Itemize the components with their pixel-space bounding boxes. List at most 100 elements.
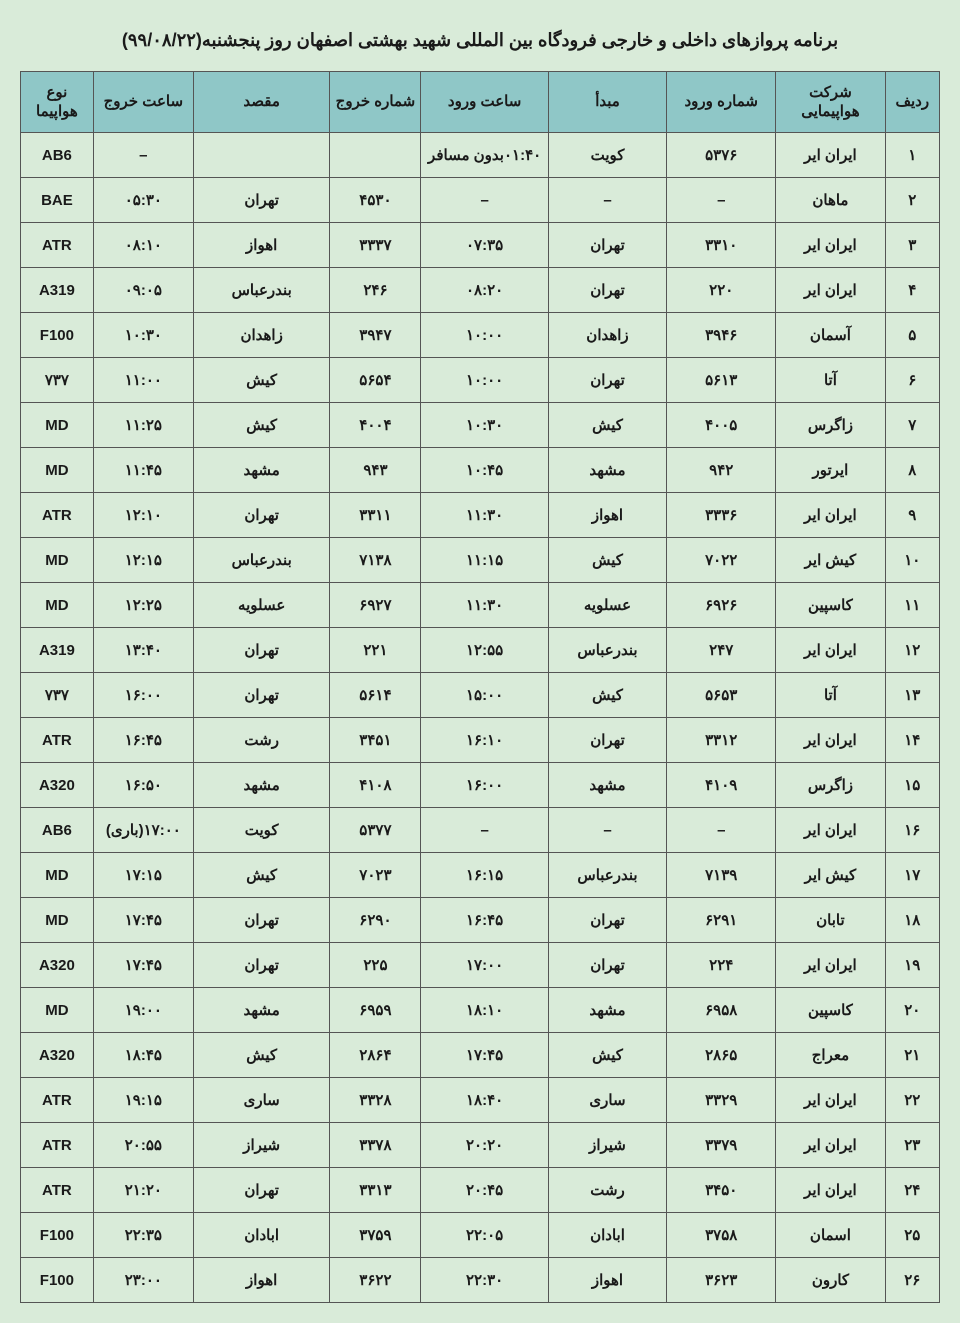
cell-airline: ماهان — [776, 178, 885, 223]
cell-dep-num: ۶۲۹۰ — [330, 898, 421, 943]
cell-airline: کارون — [776, 1258, 885, 1303]
cell-dest: کیش — [193, 403, 330, 448]
cell-dep-time: ۱۹:۰۰ — [93, 988, 193, 1033]
cell-arr-time: ۱۶:۰۰ — [421, 763, 548, 808]
cell-arr-time: ۲۰:۴۵ — [421, 1168, 548, 1213]
cell-row-num: ۲۰ — [885, 988, 939, 1033]
cell-dep-time: ۰۵:۳۰ — [93, 178, 193, 223]
table-row: ۱۰کیش ایر۷۰۲۲کیش۱۱:۱۵۷۱۳۸بندرعباس۱۲:۱۵MD — [21, 538, 940, 583]
table-row: ۱۹ایران ایر۲۲۴تهران۱۷:۰۰۲۲۵تهران۱۷:۴۵A32… — [21, 943, 940, 988]
cell-arr-time: ۱۷:۰۰ — [421, 943, 548, 988]
cell-origin: تهران — [548, 898, 666, 943]
table-row: ۷زاگرس۴۰۰۵کیش۱۰:۳۰۴۰۰۴کیش۱۱:۲۵MD — [21, 403, 940, 448]
cell-type: ATR — [21, 718, 94, 763]
header-arr-num: شماره ورود — [667, 72, 776, 133]
cell-type: A320 — [21, 763, 94, 808]
cell-arr-num: ۳۷۵۸ — [667, 1213, 776, 1258]
cell-dep-num: ۳۶۲۲ — [330, 1258, 421, 1303]
cell-arr-time: ۱۱:۳۰ — [421, 493, 548, 538]
cell-arr-num: ۳۳۱۰ — [667, 223, 776, 268]
cell-origin: اهواز — [548, 493, 666, 538]
cell-airline: آسمان — [776, 313, 885, 358]
table-row: ۱۴ایران ایر۳۳۱۲تهران۱۶:۱۰۳۴۵۱رشت۱۶:۴۵ATR — [21, 718, 940, 763]
cell-dep-num: ۳۷۵۹ — [330, 1213, 421, 1258]
cell-dest: عسلویه — [193, 583, 330, 628]
header-dep-num: شماره خروج — [330, 72, 421, 133]
cell-origin: زاهدان — [548, 313, 666, 358]
cell-row-num: ۱۹ — [885, 943, 939, 988]
cell-arr-time: ۰۸:۲۰ — [421, 268, 548, 313]
cell-airline: ایران ایر — [776, 1123, 885, 1168]
cell-airline: ایران ایر — [776, 223, 885, 268]
cell-dest: بندرعباس — [193, 538, 330, 583]
cell-row-num: ۲۵ — [885, 1213, 939, 1258]
cell-dep-time: ۱۶:۵۰ — [93, 763, 193, 808]
cell-arr-time: ۱۸:۴۰ — [421, 1078, 548, 1123]
cell-type: AB6 — [21, 133, 94, 178]
cell-airline: ایران ایر — [776, 718, 885, 763]
cell-dest: ساری — [193, 1078, 330, 1123]
cell-arr-time: ۱۲:۵۵ — [421, 628, 548, 673]
cell-row-num: ۱۷ — [885, 853, 939, 898]
cell-dep-num: ۶۹۲۷ — [330, 583, 421, 628]
cell-row-num: ۱۲ — [885, 628, 939, 673]
cell-airline: ایران ایر — [776, 268, 885, 313]
cell-airline: ایران ایر — [776, 943, 885, 988]
cell-arr-num: ۶۹۵۸ — [667, 988, 776, 1033]
cell-origin: تهران — [548, 358, 666, 403]
table-row: ۱۱کاسپین۶۹۲۶عسلویه۱۱:۳۰۶۹۲۷عسلویه۱۲:۲۵MD — [21, 583, 940, 628]
cell-type: MD — [21, 898, 94, 943]
cell-dest: تهران — [193, 898, 330, 943]
table-row: ۲۱معراج۲۸۶۵کیش۱۷:۴۵۲۸۶۴کیش۱۸:۴۵A320 — [21, 1033, 940, 1078]
cell-row-num: ۳ — [885, 223, 939, 268]
cell-dest: زاهدان — [193, 313, 330, 358]
cell-airline: کیش ایر — [776, 853, 885, 898]
cell-row-num: ۱ — [885, 133, 939, 178]
table-row: ۵آسمان۳۹۴۶زاهدان۱۰:۰۰۳۹۴۷زاهدان۱۰:۳۰F100 — [21, 313, 940, 358]
cell-dep-num: ۴۱۰۸ — [330, 763, 421, 808]
cell-arr-num: ۴۱۰۹ — [667, 763, 776, 808]
cell-dep-num: ۳۳۲۸ — [330, 1078, 421, 1123]
cell-origin: کویت — [548, 133, 666, 178]
table-row: ۱۵زاگرس۴۱۰۹مشهد۱۶:۰۰۴۱۰۸مشهد۱۶:۵۰A320 — [21, 763, 940, 808]
page-title: برنامه پروازهای داخلی و خارجی فرودگاه بی… — [20, 30, 940, 51]
cell-airline: آتا — [776, 358, 885, 403]
cell-origin: ساری — [548, 1078, 666, 1123]
cell-origin: – — [548, 178, 666, 223]
cell-arr-time: ۰۷:۳۵ — [421, 223, 548, 268]
flight-schedule-table: ردیف شرکت هواپیمایی شماره ورود مبدأ ساعت… — [20, 71, 940, 1303]
table-row: ۲۴ایران ایر۳۴۵۰رشت۲۰:۴۵۳۳۱۳تهران۲۱:۲۰ATR — [21, 1168, 940, 1213]
cell-origin: مشهد — [548, 763, 666, 808]
cell-dest: رشت — [193, 718, 330, 763]
cell-dest: کیش — [193, 358, 330, 403]
cell-origin: کیش — [548, 538, 666, 583]
cell-airline: معراج — [776, 1033, 885, 1078]
cell-dep-num — [330, 133, 421, 178]
cell-arr-num: ۶۲۹۱ — [667, 898, 776, 943]
cell-dest: تهران — [193, 178, 330, 223]
cell-arr-num: ۳۳۷۹ — [667, 1123, 776, 1168]
cell-arr-num: ۵۶۱۳ — [667, 358, 776, 403]
cell-row-num: ۲۱ — [885, 1033, 939, 1078]
cell-dep-time: ۲۱:۲۰ — [93, 1168, 193, 1213]
cell-type: ۷۳۷ — [21, 673, 94, 718]
cell-dest: کیش — [193, 853, 330, 898]
cell-arr-time: ۱۰:۰۰ — [421, 358, 548, 403]
cell-arr-num: ۳۳۱۲ — [667, 718, 776, 763]
cell-arr-time: ۱۵:۰۰ — [421, 673, 548, 718]
cell-airline: ایران ایر — [776, 808, 885, 853]
cell-airline: ایران ایر — [776, 1078, 885, 1123]
cell-dep-num: ۳۹۴۷ — [330, 313, 421, 358]
cell-dep-time: ۰۸:۱۰ — [93, 223, 193, 268]
cell-type: ATR — [21, 223, 94, 268]
cell-row-num: ۸ — [885, 448, 939, 493]
cell-type: ATR — [21, 1168, 94, 1213]
cell-dest: ابادان — [193, 1213, 330, 1258]
cell-airline: کیش ایر — [776, 538, 885, 583]
header-arr-time: ساعت ورود — [421, 72, 548, 133]
cell-dep-time: ۱۷:۴۵ — [93, 898, 193, 943]
cell-dep-num: ۵۳۷۷ — [330, 808, 421, 853]
header-row-num: ردیف — [885, 72, 939, 133]
cell-dep-time: ۱۱:۰۰ — [93, 358, 193, 403]
header-origin: مبدأ — [548, 72, 666, 133]
